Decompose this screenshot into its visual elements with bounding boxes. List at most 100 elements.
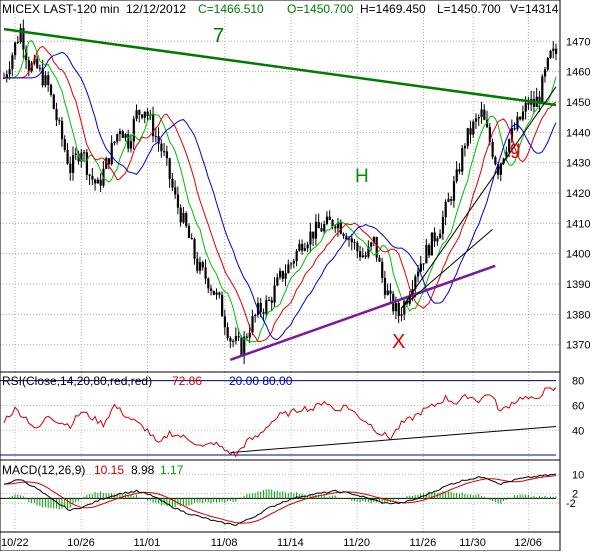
candle-body xyxy=(259,302,262,313)
low-label: L=1450.700 xyxy=(437,2,501,16)
macd-title: MACD(12,26,9) xyxy=(2,463,85,477)
x-tick-label: 10/22 xyxy=(1,537,29,549)
x-tick-label: 11/14 xyxy=(277,537,304,549)
candle-body xyxy=(494,156,497,165)
y-tick-label: 1380 xyxy=(566,309,590,321)
candle-body xyxy=(378,257,381,262)
macd-tick-label: -2 xyxy=(566,498,576,510)
candle-body xyxy=(524,102,527,112)
y-tick-label: 1390 xyxy=(566,279,590,291)
candle-body xyxy=(273,285,276,303)
trendline-3 xyxy=(401,86,557,309)
macd-signal-value: 8.98 xyxy=(131,463,155,477)
axis-labels: 1370 1380 1390 1400 1410 1420 1430 1440 1450 1460… xyxy=(1,36,590,549)
candle-body xyxy=(541,76,544,104)
candle-body xyxy=(513,128,516,130)
close-label: C=1466.510 xyxy=(198,2,264,16)
candle-body xyxy=(190,238,193,240)
candle-body xyxy=(22,28,25,50)
candle-body xyxy=(303,248,307,251)
candle-body xyxy=(132,118,135,142)
candle-body xyxy=(408,295,411,304)
annotation-x: X xyxy=(392,331,405,353)
candle-body xyxy=(218,292,221,295)
candle-body xyxy=(461,148,464,172)
candle-body xyxy=(11,55,14,70)
trendline-0 xyxy=(3,27,557,107)
candle-body xyxy=(521,111,525,120)
candle-body xyxy=(353,242,356,244)
candle-body xyxy=(381,261,384,279)
annotation-g: g xyxy=(510,138,521,159)
candle-body xyxy=(113,141,116,143)
candle-body xyxy=(433,232,436,242)
macd-tick-label: 2 xyxy=(572,489,578,501)
candle-body xyxy=(444,202,447,218)
candle-body xyxy=(36,58,39,68)
rsi-trendline xyxy=(230,426,557,454)
candle-body xyxy=(317,221,320,229)
candle-body xyxy=(428,244,431,256)
candle-body xyxy=(105,158,108,169)
rsi-layer xyxy=(0,380,557,458)
candle-body xyxy=(96,179,100,184)
candle-body xyxy=(265,300,268,314)
candle-body xyxy=(331,220,334,227)
candle-body xyxy=(466,128,469,146)
candle-body xyxy=(450,199,453,201)
candle-body xyxy=(458,169,461,172)
candle-body xyxy=(52,94,55,109)
candle-body xyxy=(41,68,44,86)
rsi-tick-label: 80 xyxy=(572,376,584,388)
candle-body xyxy=(207,278,210,289)
candle-body xyxy=(107,158,111,165)
candle-body xyxy=(152,114,155,137)
candle-body xyxy=(187,226,191,239)
candle-body xyxy=(201,262,204,268)
candle-body xyxy=(240,337,243,356)
candle-body xyxy=(336,222,340,229)
candle-body xyxy=(359,251,362,258)
candle-body xyxy=(298,243,301,251)
moving-averages xyxy=(4,39,557,344)
candle-body xyxy=(226,327,229,339)
candle-body xyxy=(287,264,290,274)
candle-body xyxy=(157,136,160,144)
candle-body xyxy=(174,187,177,195)
candle-body xyxy=(19,28,22,43)
y-tick-label: 1470 xyxy=(566,36,590,48)
candle-body xyxy=(91,175,94,180)
annotation-h: H xyxy=(355,166,369,187)
candle-body xyxy=(99,179,102,186)
candle-body xyxy=(163,151,166,153)
candle-body xyxy=(168,158,171,179)
candle-body xyxy=(436,238,439,242)
candle-body xyxy=(510,128,514,140)
trendline-1 xyxy=(229,264,496,362)
candle-body xyxy=(439,233,442,239)
candle-body xyxy=(38,67,42,69)
candle-body xyxy=(212,290,215,295)
candle-body xyxy=(342,233,345,236)
candle-body xyxy=(345,235,348,240)
candle-body xyxy=(204,267,207,279)
candle-body xyxy=(118,131,122,135)
candle-body xyxy=(549,51,552,58)
candle-body xyxy=(141,114,144,118)
candle-body xyxy=(508,139,511,152)
candle-body xyxy=(196,258,199,271)
y-tick-label: 1460 xyxy=(566,67,590,79)
rsi-levels: 20.00 80.00 xyxy=(229,374,293,388)
x-tick-label: 11/20 xyxy=(343,537,370,549)
candle-body xyxy=(350,238,353,243)
candle-body xyxy=(182,212,185,223)
candle-body xyxy=(455,169,458,182)
candle-body xyxy=(185,212,188,227)
candle-body xyxy=(215,292,218,295)
candle-body xyxy=(60,121,64,140)
candle-body xyxy=(375,236,378,258)
candle-body xyxy=(8,69,11,75)
y-tick-label: 1430 xyxy=(566,158,590,170)
candle-body xyxy=(290,263,293,265)
